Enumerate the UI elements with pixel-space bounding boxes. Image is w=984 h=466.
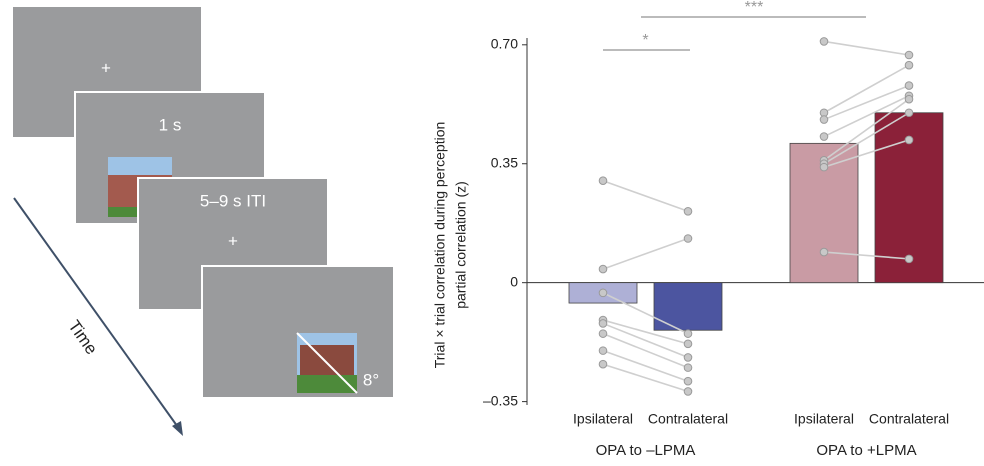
x-tick-label: Ipsilateral: [794, 411, 854, 427]
y-axis-label: Trial × trial correlation during percept…: [432, 122, 448, 369]
pair-line: [603, 181, 688, 212]
eccentricity-label: 8°: [363, 370, 379, 389]
subject-point: [684, 354, 692, 362]
x-tick-label: Ipsilateral: [573, 411, 633, 427]
significance-label: ***: [745, 0, 764, 16]
iti-label: 5–9 s ITI: [200, 191, 266, 210]
subject-point: [684, 208, 692, 216]
trial-diagram: + 1 s 5–9 s ITI + 8° Time: [12, 6, 394, 436]
subject-point: [684, 330, 692, 338]
y-axis-label: partial correlation (z): [453, 181, 469, 309]
arrow-head: [172, 421, 183, 436]
pair-line: [824, 65, 909, 113]
subject-point: [599, 320, 607, 328]
subject-point: [905, 51, 913, 59]
subject-point: [820, 163, 828, 171]
significance-label: *: [642, 32, 648, 49]
y-tick-label: 0: [510, 273, 518, 289]
x-tick-label: Contralateral: [869, 411, 949, 427]
subject-point: [905, 255, 913, 263]
subject-point: [820, 116, 828, 124]
subject-point: [684, 377, 692, 385]
subject-point: [599, 289, 607, 297]
subject-point: [599, 360, 607, 368]
duration-label: 1 s: [159, 115, 182, 134]
pair-line: [824, 41, 909, 55]
y-tick-label: 0.70: [491, 35, 518, 51]
subject-point: [905, 61, 913, 69]
scene-photo: [297, 333, 357, 393]
pair-line: [603, 334, 688, 368]
group-label: OPA to –LPMA: [596, 442, 696, 459]
subject-point: [599, 265, 607, 273]
fixation: +: [101, 58, 111, 77]
subject-point: [820, 38, 828, 46]
subject-point: [905, 95, 913, 103]
subject-point: [599, 177, 607, 185]
subject-point: [684, 235, 692, 243]
subject-point: [905, 136, 913, 144]
subject-point: [905, 82, 913, 90]
pair-line: [603, 351, 688, 382]
chart: –0.35 0 0.35 0.70 Trial × trial correlation …: [432, 0, 984, 459]
group-label: OPA to +LPMA: [816, 442, 916, 459]
subject-point: [820, 133, 828, 141]
subject-point: [599, 347, 607, 355]
pair-line: [603, 364, 688, 391]
subject-point: [599, 330, 607, 338]
figure: + 1 s 5–9 s ITI + 8° Time –0.35 0 0.35 0.70…: [0, 0, 984, 466]
fixation: +: [228, 231, 238, 250]
subject-point: [684, 364, 692, 372]
subject-point: [684, 340, 692, 348]
subject-point: [820, 248, 828, 256]
y-tick-label: 0.35: [491, 154, 518, 170]
y-tick-label: –0.35: [483, 392, 518, 408]
time-label: Time: [64, 317, 101, 358]
subject-point: [684, 388, 692, 396]
subject-point: [905, 109, 913, 117]
pair-line: [603, 238, 688, 269]
x-tick-label: Contralateral: [648, 411, 728, 427]
